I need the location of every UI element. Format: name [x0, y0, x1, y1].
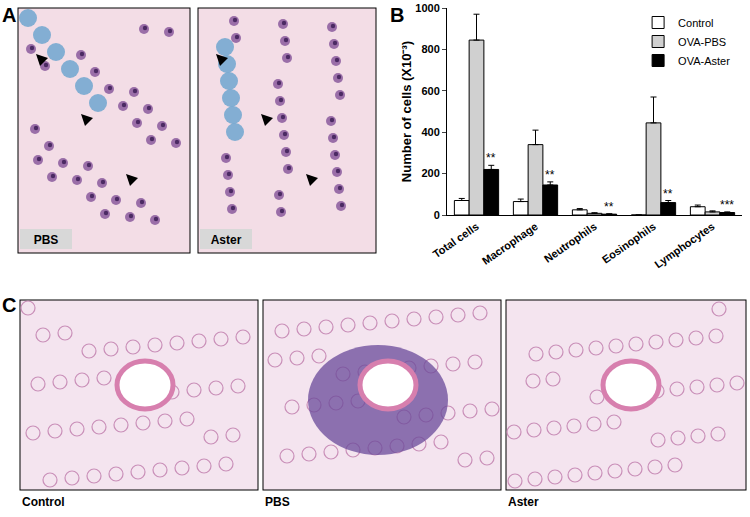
svg-text:Number of cells (X10⁻³): Number of cells (X10⁻³)	[399, 41, 414, 182]
svg-text:B: B	[390, 4, 404, 26]
svg-text:400: 400	[421, 126, 439, 138]
svg-text:800: 800	[421, 43, 439, 55]
svg-text:0: 0	[434, 209, 440, 221]
svg-text:Aster: Aster	[508, 495, 539, 509]
svg-text:PBS: PBS	[265, 495, 290, 509]
svg-text:200: 200	[421, 167, 439, 179]
svg-text:Control: Control	[678, 17, 713, 29]
svg-text:600: 600	[421, 85, 439, 97]
svg-text:**: **	[663, 187, 673, 201]
svg-text:Lymphocytes: Lymphocytes	[652, 220, 717, 270]
svg-text:**: **	[604, 200, 614, 214]
svg-text:***: ***	[720, 198, 734, 212]
svg-text:Total cells: Total cells	[431, 220, 481, 260]
svg-text:Neutrophils: Neutrophils	[542, 220, 599, 265]
svg-text:1000: 1000	[415, 2, 439, 14]
svg-text:PBS: PBS	[34, 233, 59, 247]
svg-text:A: A	[2, 4, 16, 26]
svg-text:Control: Control	[22, 495, 65, 509]
svg-text:Macrophage: Macrophage	[480, 220, 540, 267]
svg-text:Eosinophils: Eosinophils	[600, 220, 658, 266]
svg-text:**: **	[545, 168, 555, 182]
svg-text:C: C	[2, 294, 16, 316]
svg-text:**: **	[486, 151, 496, 165]
svg-text:Aster: Aster	[211, 233, 242, 247]
svg-text:OVA-Aster: OVA-Aster	[678, 55, 730, 67]
svg-text:OVA-PBS: OVA-PBS	[678, 36, 726, 48]
